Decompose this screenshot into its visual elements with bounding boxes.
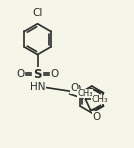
Text: CH₃: CH₃ [92, 95, 108, 104]
Text: S: S [33, 67, 42, 81]
Text: O: O [72, 84, 81, 94]
Text: HN: HN [30, 82, 45, 92]
Text: Cl: Cl [32, 8, 43, 18]
Text: O: O [92, 112, 100, 122]
Text: O: O [51, 69, 59, 79]
Text: O: O [70, 83, 79, 93]
Text: O: O [16, 69, 25, 79]
Text: CH₃: CH₃ [77, 89, 93, 98]
